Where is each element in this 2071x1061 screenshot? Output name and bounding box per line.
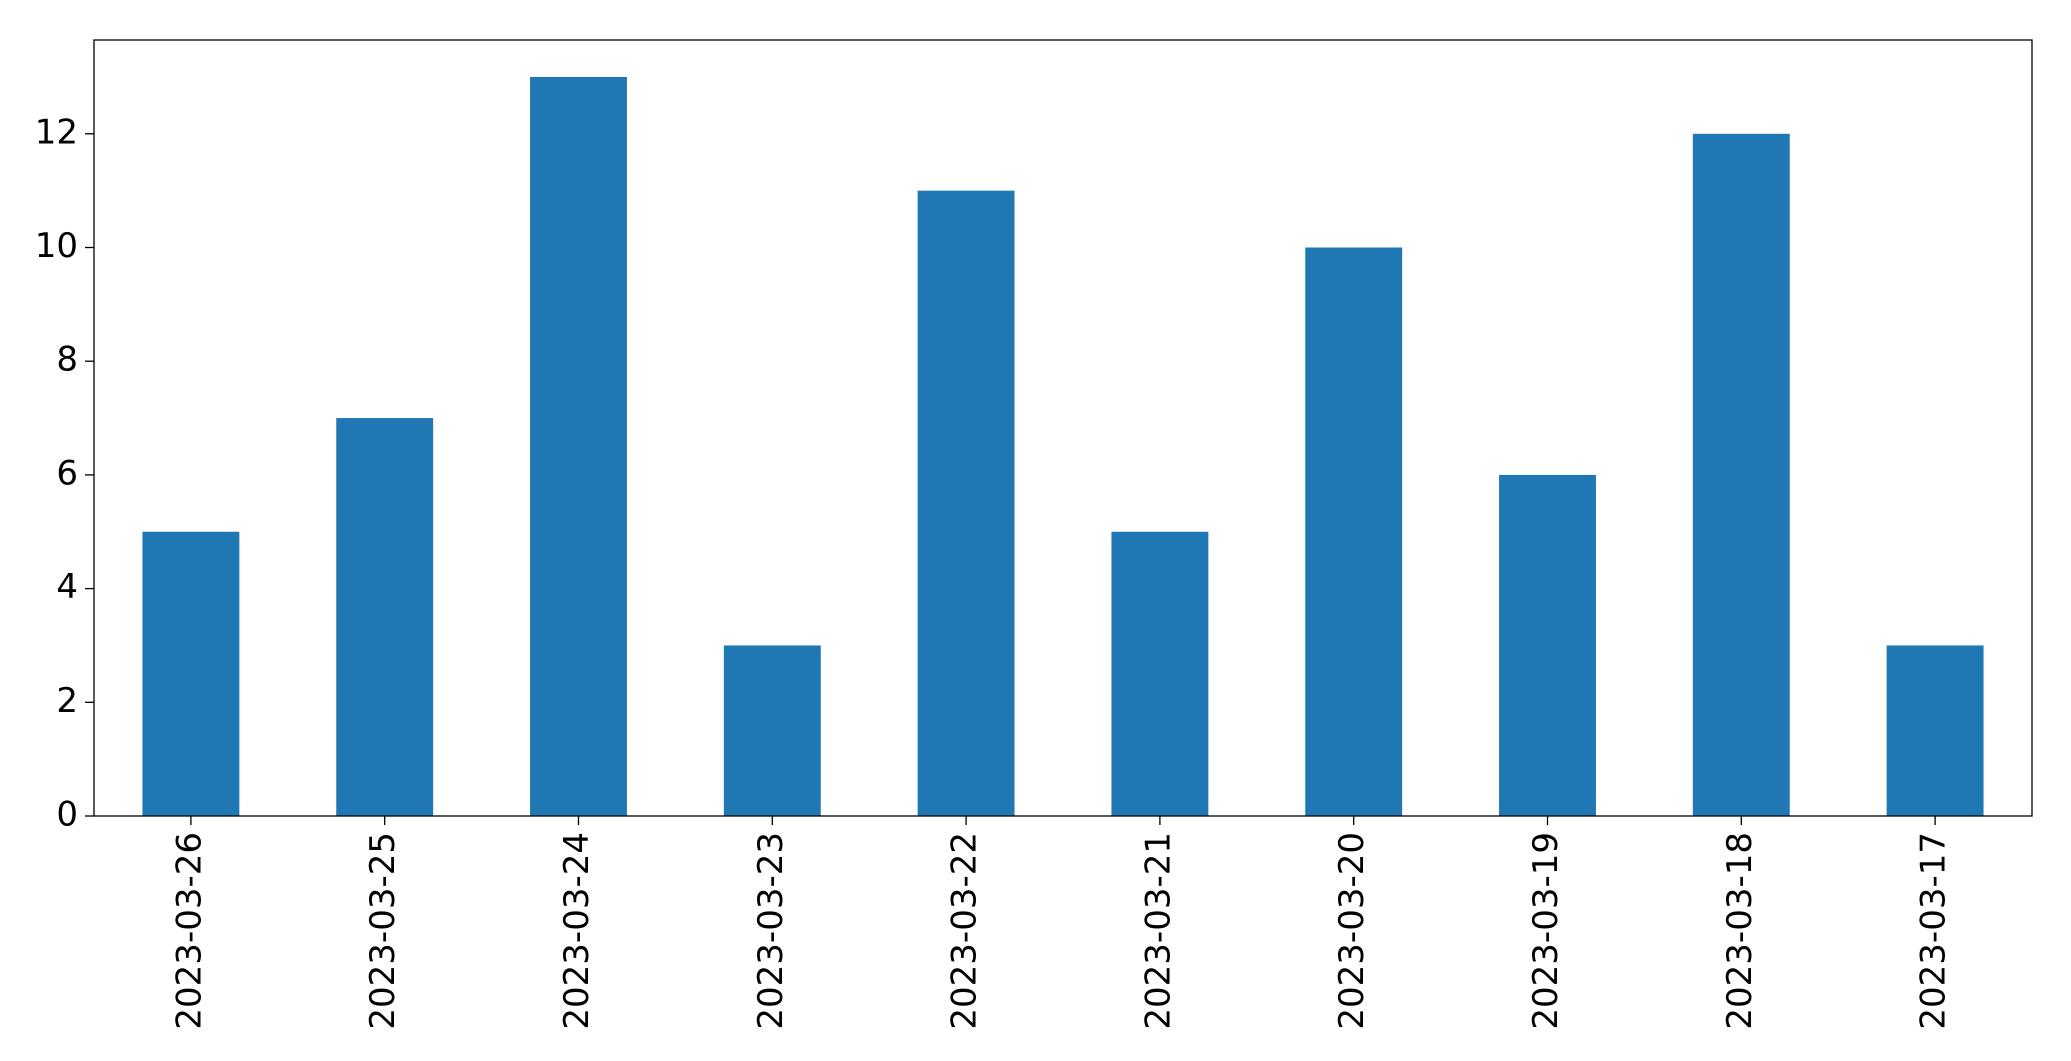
x-tick-label: 2023-03-24 — [557, 832, 597, 1030]
bar — [530, 76, 627, 816]
y-tick-label: 2 — [56, 681, 78, 721]
x-tick-label: 2023-03-18 — [1720, 832, 1760, 1030]
x-tick-label: 2023-03-25 — [363, 832, 403, 1030]
x-tick-label: 2023-03-17 — [1914, 832, 1954, 1030]
bar — [1111, 531, 1209, 816]
bar — [917, 190, 1015, 817]
y-tick-label: 12 — [35, 112, 78, 152]
bar — [1305, 247, 1403, 816]
bar — [1692, 133, 1790, 817]
plot-frame — [93, 39, 2033, 817]
bar — [1499, 474, 1596, 816]
x-tick-label: 2023-03-21 — [1138, 832, 1178, 1030]
x-tick-label: 2023-03-22 — [945, 832, 985, 1030]
bar — [142, 531, 240, 816]
y-tick-label: 6 — [56, 453, 78, 493]
bar — [336, 418, 434, 816]
x-tick-label: 2023-03-26 — [169, 832, 209, 1030]
x-tick-label: 2023-03-19 — [1526, 832, 1566, 1030]
y-tick-label: 10 — [35, 226, 78, 266]
bar — [1886, 645, 1984, 816]
y-tick-label: 8 — [56, 340, 78, 380]
x-tick-label: 2023-03-20 — [1332, 832, 1372, 1030]
y-tick-label: 0 — [56, 795, 78, 835]
bar — [723, 645, 821, 816]
y-tick-label: 4 — [56, 567, 78, 607]
x-tick-label: 2023-03-23 — [751, 832, 791, 1030]
